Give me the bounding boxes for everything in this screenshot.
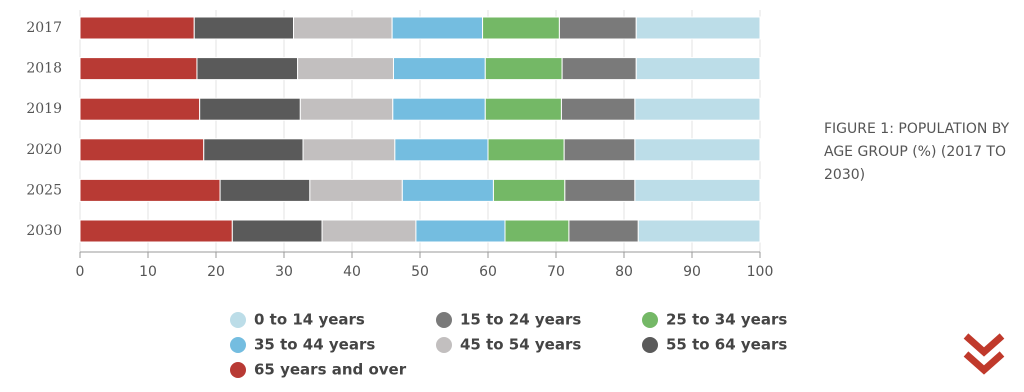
scroll-icon: [963, 333, 1005, 375]
x-tick-label: 60: [479, 264, 497, 280]
bar-segment: [79, 138, 205, 162]
bar-segment: [391, 16, 484, 40]
chart-title: FIGURE 1: POPULATION BY AGE GROUP (%) (2…: [824, 121, 1010, 183]
bar-segment: [196, 57, 299, 81]
y-tick-label: 2030: [26, 223, 62, 239]
bar-segment: [392, 57, 486, 81]
x-tick-label: 40: [343, 264, 361, 280]
bar-segment: [558, 16, 637, 40]
bar-segment: [231, 219, 323, 243]
y-tick-label: 2017: [26, 20, 62, 36]
x-tick-label: 100: [747, 264, 774, 280]
legend-label: 25 to 34 years: [666, 311, 787, 329]
bar-segment: [302, 138, 396, 162]
bar-segment: [297, 57, 394, 81]
legend-label: 55 to 64 years: [666, 336, 787, 354]
legend-swatch: [436, 312, 452, 328]
x-tick-label: 30: [275, 264, 293, 280]
bar-segment: [504, 219, 570, 243]
y-tick-label: 2020: [26, 142, 62, 158]
legend-label: 35 to 44 years: [254, 336, 375, 354]
bar-segment: [415, 219, 506, 243]
y-tick-label: 2019: [26, 101, 62, 117]
bar-segment: [634, 178, 761, 202]
bar-segment: [635, 16, 761, 40]
bar-segment: [634, 97, 761, 121]
x-tick-label: 90: [683, 264, 701, 280]
legend-swatch: [642, 312, 658, 328]
y-tick-label: 2025: [26, 182, 62, 198]
legend-label: 65 years and over: [254, 361, 407, 379]
bar-segment: [199, 97, 301, 121]
bar-segment: [79, 57, 198, 81]
bar-segment: [309, 178, 403, 202]
bar-segment: [561, 57, 637, 81]
bar-segment: [563, 138, 636, 162]
x-tick-label: 20: [207, 264, 225, 280]
bar-segment: [79, 178, 221, 202]
legend-label: 45 to 54 years: [460, 336, 581, 354]
x-tick-label: 50: [411, 264, 429, 280]
x-tick-label: 80: [615, 264, 633, 280]
bar-segment: [392, 97, 486, 121]
legend-swatch: [436, 337, 452, 353]
bar-segment: [394, 138, 489, 162]
legend-label: 15 to 24 years: [460, 311, 581, 329]
bar-segment: [321, 219, 417, 243]
bar-segment: [293, 16, 393, 40]
bar-segment: [634, 138, 761, 162]
bar-segment: [79, 219, 233, 243]
bar-segment: [568, 219, 639, 243]
legend-label: 0 to 14 years: [254, 311, 365, 329]
bar-segment: [79, 97, 201, 121]
x-tick-label: 10: [139, 264, 157, 280]
y-tick-label: 2018: [26, 61, 62, 77]
x-tick-label: 70: [547, 264, 565, 280]
bar-segment: [487, 138, 565, 162]
bar-segment: [560, 97, 636, 121]
bar-segment: [401, 178, 494, 202]
bar-segment: [564, 178, 636, 202]
bar-segment: [492, 178, 566, 202]
bar-segment: [79, 16, 195, 40]
bar-segment: [219, 178, 311, 202]
x-tick-label: 0: [76, 264, 85, 280]
bar-segment: [635, 57, 761, 81]
bar-segment: [637, 219, 761, 243]
bar-segment: [203, 138, 304, 162]
bar-segment: [484, 57, 563, 81]
bar-segment: [299, 97, 394, 121]
legend-swatch: [642, 337, 658, 353]
legend-swatch: [230, 312, 246, 328]
legend-swatch: [230, 337, 246, 353]
legend-swatch: [230, 362, 246, 378]
bar-segment: [193, 16, 295, 40]
bar-segment: [482, 16, 560, 40]
bar-segment: [484, 97, 562, 121]
